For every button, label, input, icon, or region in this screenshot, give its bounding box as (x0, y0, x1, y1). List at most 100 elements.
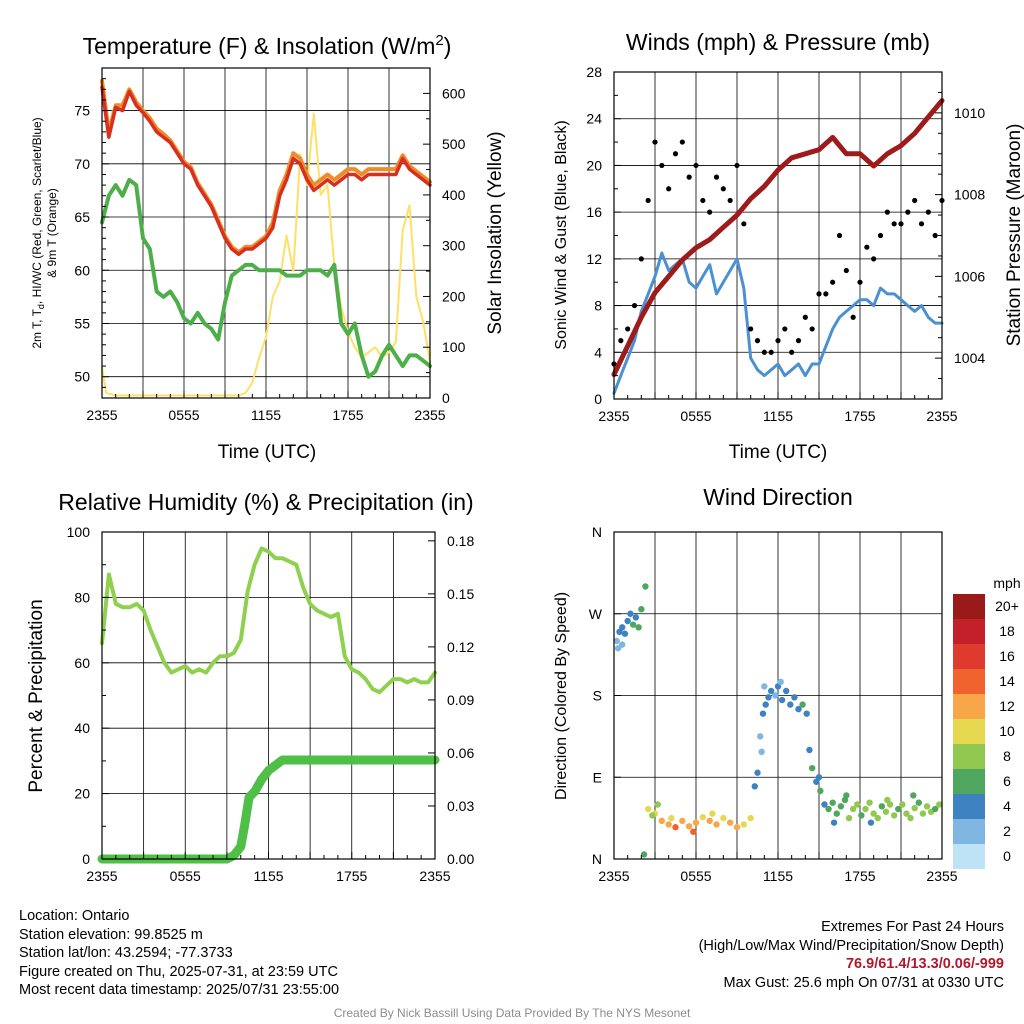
humidity-ylabel-left: Percent & Precipitation (26, 599, 47, 792)
wind-speed-line (612, 251, 944, 395)
y-tick-label: 40 (74, 720, 90, 736)
gust-point (768, 349, 774, 355)
direction-point (777, 678, 784, 686)
winds-ticks: 2355 0555 1155 1755 235504812162024281004100… (586, 64, 985, 424)
direction-point (665, 821, 672, 828)
dewpoint-line (100, 177, 432, 379)
direction-point (759, 710, 767, 717)
insolation-line (101, 112, 431, 397)
gust-point (905, 209, 911, 215)
x-tick-label: 0555 (168, 407, 199, 423)
gust-point (809, 326, 815, 332)
direction-point (843, 792, 850, 799)
temperature-ylabel-right: Solar Insolation (Yellow) (485, 131, 506, 334)
temperature-data (100, 78, 432, 397)
direction-point (817, 787, 824, 795)
location-text: Location: Ontario (19, 908, 130, 924)
direction-point (761, 683, 768, 690)
gust-point (734, 162, 740, 169)
temperature-panel: Temperature (F) & Insolation (W/m2) 2355… (30, 32, 506, 463)
y2-tick-label: 300 (442, 238, 466, 254)
colorbar-swatch (953, 594, 985, 619)
station-metadata: Location: Ontario Station elevation: 99.… (19, 907, 339, 1000)
colorbar-swatch (953, 694, 985, 719)
max-gust-text: Max Gust: 25.6 mph On 07/31 at 0330 UTC (723, 974, 1004, 991)
direction-point (895, 805, 902, 813)
direction-point (765, 694, 772, 701)
direction-point (919, 810, 927, 817)
direction-point (638, 606, 645, 613)
rh-line (100, 546, 437, 695)
x-tick-label: 1755 (844, 868, 875, 884)
humidity-title: Relative Humidity (%) & Precipitation (i… (58, 489, 473, 515)
direction-point (854, 801, 861, 808)
y2-tick-label: 0.03 (447, 798, 474, 814)
x-tick-label: 2355 (926, 408, 957, 424)
colorbar-label: 14 (999, 673, 1015, 689)
recent-data-text: Most recent data timestamp: 2025/07/31 2… (19, 982, 340, 998)
x-tick-label: 1155 (253, 868, 283, 884)
y2-tick-label: 0 (442, 390, 450, 406)
direction-point (624, 617, 631, 625)
colorbar-swatch (953, 794, 985, 819)
y-tick-label: 0 (594, 391, 602, 407)
x-tick-label: 1755 (336, 868, 367, 884)
humidity-ticks: 2355 0555 1155 1755 23550204060801000.000.03… (67, 524, 475, 884)
direction-point (747, 814, 754, 822)
colorbar-swatch (953, 619, 985, 644)
direction-point (795, 705, 802, 713)
direction-point (799, 701, 806, 708)
direction-point (713, 821, 720, 828)
credit-text: Created By Nick Bassill Using Data Provi… (333, 1006, 691, 1020)
direction-point (644, 805, 652, 813)
x-tick-label: 2355 (926, 868, 957, 884)
gust-point (625, 326, 631, 332)
extremes-legend: (High/Low/Max Wind/Precipitation/Snow De… (698, 937, 1004, 954)
y-tick-label: S (593, 688, 602, 704)
y-tick-label: 16 (586, 204, 602, 220)
gust-point (830, 279, 836, 285)
direction-frame (613, 531, 943, 860)
y2-tick-label: 0.06 (447, 745, 474, 761)
winds-frame (613, 71, 943, 400)
colorbar-label: 8 (1003, 748, 1011, 764)
gust-point (659, 162, 665, 169)
gust-point (707, 209, 713, 215)
direction-point (783, 687, 790, 695)
direction-point (890, 812, 898, 819)
direction-point (849, 805, 857, 813)
direction-point (845, 814, 853, 822)
gust-point (775, 338, 781, 344)
gust-point (638, 256, 644, 262)
y-tick-label: 20 (74, 786, 90, 802)
x-tick-label: 1755 (844, 408, 875, 424)
winds-panel: Winds (mph) & Pressure (mb) 2355 0555 1155… (553, 29, 1024, 463)
direction-point (621, 630, 629, 637)
x-tick-label: 0555 (680, 868, 711, 884)
colorbar-label: 12 (999, 698, 1015, 714)
temperature-grid (102, 68, 430, 398)
colorbar-label: 10 (999, 723, 1015, 739)
x-tick-label: 2355 (598, 868, 629, 884)
direction-point (640, 851, 648, 858)
direction-point (733, 824, 741, 831)
direction-point (936, 801, 943, 808)
direction-point (654, 801, 661, 808)
direction-point (649, 812, 656, 819)
direction-point (635, 624, 642, 631)
direction-point (619, 641, 626, 648)
gust-point (891, 221, 897, 227)
direction-point (830, 819, 838, 826)
y2-tick-label: 200 (442, 288, 466, 304)
y-tick-label: E (593, 769, 602, 785)
direction-point (837, 803, 845, 810)
x-tick-label: 1155 (251, 407, 281, 423)
x-tick-label: 2355 (419, 868, 450, 884)
y-tick-label: 8 (594, 298, 602, 314)
colorbar-label: 18 (999, 623, 1015, 639)
y-tick-label: 60 (74, 262, 90, 278)
direction-point (632, 614, 640, 621)
colorbar-label: 16 (999, 648, 1015, 664)
temperature-frame (101, 67, 431, 399)
